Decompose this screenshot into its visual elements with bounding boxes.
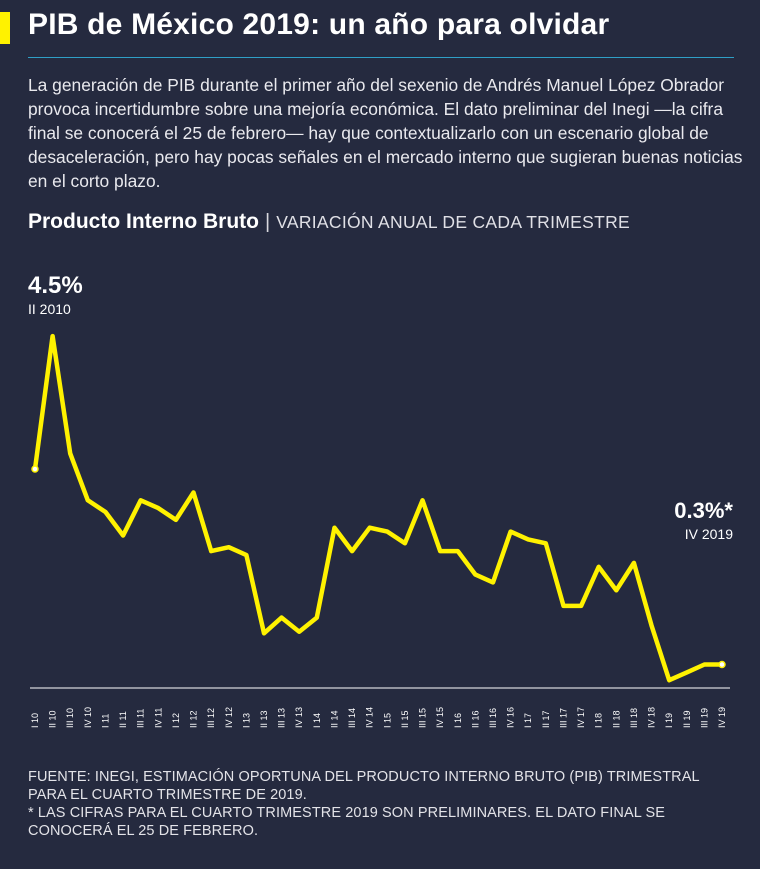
x-tick-label: II 14 bbox=[330, 710, 340, 728]
x-tick-label: IV 13 bbox=[294, 707, 304, 728]
x-tick-label: II 17 bbox=[541, 710, 551, 728]
intro-paragraph: La generación de PIB durante el primer a… bbox=[28, 75, 743, 191]
x-tick-label: I 13 bbox=[241, 713, 251, 728]
x-tick-label: III 11 bbox=[136, 709, 146, 728]
x-tick-label: I 18 bbox=[594, 713, 604, 728]
x-tick-label: I 15 bbox=[382, 713, 392, 728]
x-tick-label: IV 12 bbox=[224, 707, 234, 728]
x-tick-label: II 15 bbox=[400, 710, 410, 728]
x-tick-label: I 14 bbox=[312, 713, 322, 728]
x-tick-label: III 12 bbox=[206, 708, 216, 728]
footnote-text: * LAS CIFRAS PARA EL CUARTO TRIMESTRE 20… bbox=[28, 805, 666, 839]
x-tick-label: II 18 bbox=[611, 710, 621, 728]
x-tick-label: III 16 bbox=[488, 708, 498, 728]
x-tick-label: IV 16 bbox=[506, 707, 516, 728]
source-text: FUENTE: INEGI, ESTIMACIÓN OPORTUNA DEL P… bbox=[28, 769, 700, 803]
x-tick-label: III 13 bbox=[277, 708, 287, 728]
x-tick-label: IV 10 bbox=[83, 707, 93, 728]
peak-period-label: II 2010 bbox=[28, 301, 71, 317]
x-tick-label: II 16 bbox=[470, 710, 480, 728]
x-tick-label: IV 15 bbox=[435, 707, 445, 728]
x-tick-label: IV 17 bbox=[576, 707, 586, 728]
x-tick-label: IV 19 bbox=[717, 707, 727, 728]
peak-value-label: 4.5% bbox=[28, 272, 83, 299]
x-tick-label: I 19 bbox=[664, 713, 674, 728]
x-tick-label: IV 18 bbox=[647, 707, 657, 728]
x-tick-label: III 15 bbox=[418, 708, 428, 728]
x-tick-label: I 17 bbox=[523, 713, 533, 728]
x-tick-label: III 10 bbox=[65, 708, 75, 728]
last-value-label: 0.3%* bbox=[674, 498, 733, 523]
gdp-line-chart: I 10 II 10 III 10 IV 10 I 11 II 11 III 11 IV 11… bbox=[28, 272, 733, 728]
chart-heading: Producto Interno Bruto | VARIACIÓN ANUAL D… bbox=[28, 210, 630, 234]
chart-title: Producto Interno Bruto bbox=[28, 210, 259, 233]
series-line bbox=[32, 333, 725, 683]
chart-title-separator: | bbox=[264, 211, 271, 233]
x-tick-label: II 12 bbox=[189, 710, 199, 728]
x-tick-label: I 12 bbox=[171, 713, 181, 728]
x-tick-label: IV 11 bbox=[153, 708, 163, 728]
title-accent-bar bbox=[0, 12, 10, 44]
source-notes: FUENTE: INEGI, ESTIMACIÓN OPORTUNA DEL P… bbox=[28, 768, 738, 840]
data-point bbox=[31, 465, 39, 473]
x-tick-label: III 19 bbox=[699, 708, 709, 728]
x-tick-label: II 11 bbox=[118, 711, 128, 728]
x-tick-label: III 18 bbox=[629, 708, 639, 728]
x-tick-label: I 16 bbox=[453, 713, 463, 728]
x-tick-label: II 19 bbox=[682, 710, 692, 728]
x-tick-label: II 13 bbox=[259, 710, 269, 728]
chart-subtitle: VARIACIÓN ANUAL DE CADA TRIMESTRE bbox=[276, 212, 631, 232]
x-tick-label: III 14 bbox=[347, 708, 357, 728]
title-divider bbox=[28, 57, 734, 58]
x-tick-label: I 10 bbox=[30, 713, 40, 728]
data-point bbox=[718, 660, 726, 669]
x-tick-label: IV 14 bbox=[365, 707, 375, 728]
page-title: PIB de México 2019: un año para olvidar bbox=[28, 8, 610, 41]
x-tick-label: I 11 bbox=[101, 714, 111, 728]
x-tick-label: II 10 bbox=[48, 710, 58, 728]
last-period-label: IV 2019 bbox=[685, 526, 733, 542]
x-tick-label: III 17 bbox=[559, 708, 569, 728]
